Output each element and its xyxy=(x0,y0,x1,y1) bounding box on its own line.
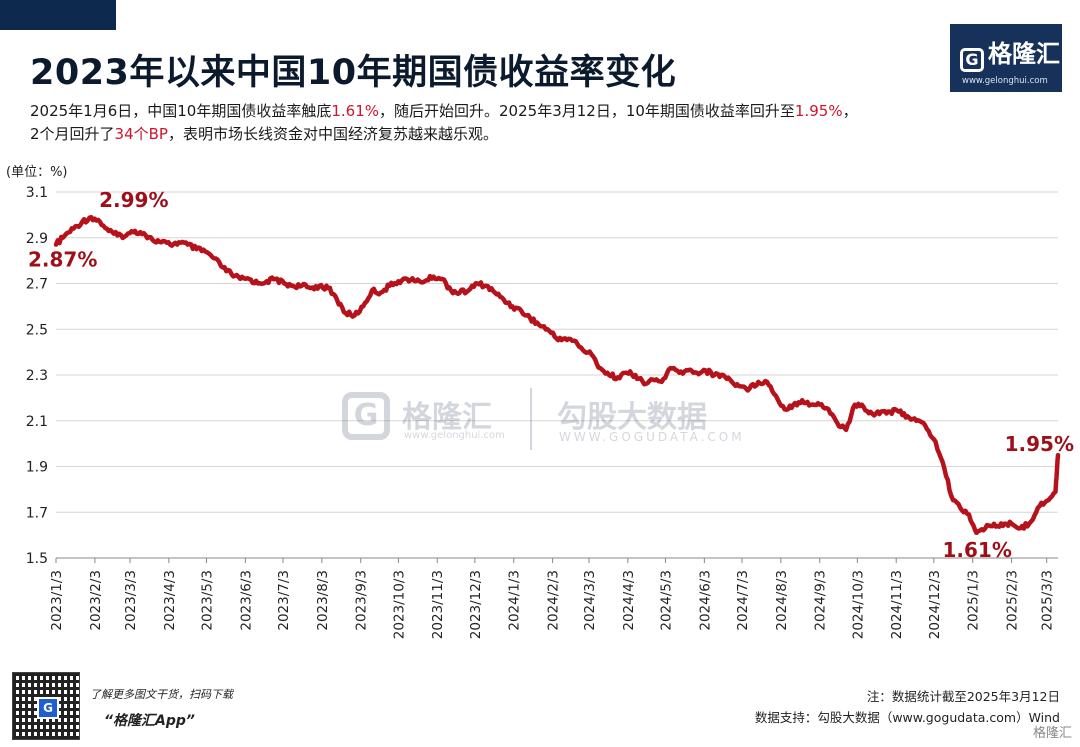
brand-logo[interactable]: G 格隆汇 www.gelonghui.com xyxy=(950,24,1062,92)
subtitle-text: 2025年1月6日，中国10年期国债收益率触底 xyxy=(30,102,332,120)
x-tick-label: 2023/4/3 xyxy=(162,570,178,631)
watermark-brand-b-url: WWW.GOGUDATA.COM xyxy=(559,430,745,444)
x-tick-label: 2023/8/3 xyxy=(315,570,331,631)
y-tick-label: 2.5 xyxy=(26,322,48,338)
x-tick-label: 2023/12/3 xyxy=(468,570,484,639)
footnote: 注：数据统计截至2025年3月12日 xyxy=(866,689,1060,704)
watermark-brand-a: 格隆汇 xyxy=(402,400,492,435)
subtitle-text: ， xyxy=(842,102,858,120)
x-tick-label: 2025/1/3 xyxy=(966,570,982,631)
brand-logo-text: 格隆汇 xyxy=(988,40,1060,68)
x-tick-label: 2025/3/3 xyxy=(1040,570,1056,631)
x-tick-label: 2023/10/3 xyxy=(391,570,407,639)
promo-app-name: “格隆汇App” xyxy=(104,713,195,729)
subtitle-text: ，随后开始回升。2025年3月12日，10年期国债收益率回升至 xyxy=(379,102,795,120)
qr-g-icon: G xyxy=(37,697,59,719)
x-tick-label: 2023/11/3 xyxy=(430,570,446,639)
x-tick-label: 2024/6/3 xyxy=(697,570,713,631)
x-tick-label: 2024/12/3 xyxy=(927,570,943,639)
x-tick-label: 2024/7/3 xyxy=(735,570,751,631)
x-tick-label: 2024/2/3 xyxy=(546,570,562,631)
promo-text: 了解更多图文干货，扫码下载 xyxy=(90,688,233,701)
x-tick-label: 2024/4/3 xyxy=(621,570,637,631)
y-tick-label: 1.9 xyxy=(26,460,48,476)
subtitle-text: ，表明市场长线资金对中国经济复苏越来越乐观。 xyxy=(167,125,498,143)
x-tick-label: 2023/3/3 xyxy=(123,570,139,631)
brand-g-icon: G xyxy=(960,48,984,72)
subtitle-text: 2个月回升了 xyxy=(30,125,115,143)
y-tick-label: 2.7 xyxy=(26,277,48,293)
x-tick-label: 2023/5/3 xyxy=(199,570,215,631)
qr-code[interactable]: G xyxy=(12,672,80,740)
top-accent-band xyxy=(0,0,116,30)
y-tick-label: 2.1 xyxy=(26,414,48,430)
subtitle-highlight-bp: 34个BP xyxy=(114,125,168,143)
watermark-divider xyxy=(530,388,532,450)
brand-logo-url: www.gelonghui.com xyxy=(962,76,1048,86)
y-tick-label: 1.7 xyxy=(26,505,48,521)
series-line xyxy=(53,214,1061,536)
data-source: 数据支持：勾股大数据（www.gogudata.com）Wind xyxy=(754,710,1060,725)
x-tick-label: 2023/2/3 xyxy=(88,570,104,631)
x-tick-label: 2024/5/3 xyxy=(658,570,674,631)
watermark-g-icon: G xyxy=(342,392,390,440)
x-tick-label: 2023/6/3 xyxy=(238,570,254,631)
corner-watermark: 格隆汇 xyxy=(1032,726,1072,741)
watermark-brand-b: 勾股大数据 xyxy=(557,400,707,435)
data-label: 2.87% xyxy=(28,248,97,272)
y-tick-label: 2.3 xyxy=(26,368,48,384)
x-tick-label: 2024/3/3 xyxy=(582,570,598,631)
x-tick-label: 2024/10/3 xyxy=(850,570,866,639)
y-tick-label: 1.5 xyxy=(26,551,48,567)
x-tick-label: 2023/9/3 xyxy=(354,570,370,631)
x-tick-label: 2024/8/3 xyxy=(774,570,790,631)
x-tick-label: 2023/7/3 xyxy=(276,570,292,631)
x-tick-label: 2024/11/3 xyxy=(889,570,905,639)
y-tick-label: 2.9 xyxy=(26,231,48,247)
x-tick-label: 2023/1/3 xyxy=(49,570,65,631)
page-title: 2023年以来中国10年期国债收益率变化 xyxy=(30,53,677,93)
data-label: 1.95% xyxy=(1005,432,1074,456)
data-label: 1.61% xyxy=(942,538,1011,562)
subtitle-highlight-low: 1.61% xyxy=(331,102,380,120)
chart-grid xyxy=(56,191,1058,559)
brand-logo-name: G 格隆汇 xyxy=(960,34,1060,72)
x-tick-label: 2025/2/3 xyxy=(1005,570,1021,631)
y-tick-label: 3.1 xyxy=(26,185,48,201)
chart-annotations: 2.99% 2.87% 1.61% 1.95% xyxy=(28,188,1074,562)
data-label: 2.99% xyxy=(99,188,168,212)
x-tick-label: 2024/1/3 xyxy=(507,570,523,631)
x-tick-label: 2024/9/3 xyxy=(813,570,829,631)
watermark-brand-a-url: www.gelonghui.com xyxy=(404,430,505,441)
y-axis-unit-label: (单位：%) xyxy=(6,165,68,180)
subtitle-highlight-high: 1.95% xyxy=(794,102,843,120)
subtitle: 2025年1月6日，中国10年期国债收益率触底1.61%，随后开始回升。2025… xyxy=(30,100,1010,146)
